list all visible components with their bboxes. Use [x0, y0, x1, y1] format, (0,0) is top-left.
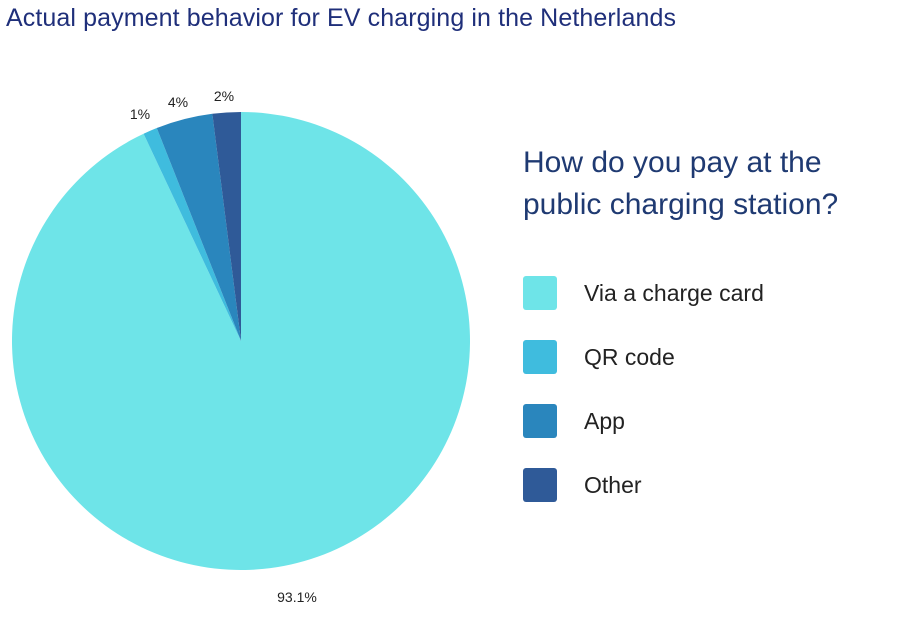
slice-label-qr-code: 1% — [130, 106, 150, 122]
legend-swatch-qr-code — [523, 340, 557, 374]
legend-swatch-charge-card — [523, 276, 557, 310]
slice-label-app: 4% — [168, 94, 188, 110]
legend-label-charge-card: Via a charge card — [584, 279, 764, 306]
pie-slice-qr-code — [143, 128, 241, 341]
pie-slice-app — [156, 113, 241, 342]
page-title: Actual payment behavior for EV charging … — [6, 4, 677, 32]
legend-label-qr-code: QR code — [584, 343, 675, 370]
legend-swatch-other — [523, 468, 557, 502]
slice-label-via-a-charge-card: 93.1% — [277, 589, 317, 605]
pie-slice-via-a-charge-card — [11, 112, 470, 570]
pie-slice-other — [212, 112, 241, 341]
legend-label-other: Other — [584, 471, 642, 498]
legend-item-other: Other — [523, 467, 642, 503]
pie-slices — [11, 112, 470, 570]
legend-item-charge-card: Via a charge card — [523, 275, 764, 311]
slice-label-other: 2% — [214, 88, 234, 104]
legend-label-app: App — [584, 407, 625, 434]
legend-title: How do you pay at the public charging st… — [523, 146, 839, 221]
legend-swatch-app — [523, 404, 557, 438]
pie-labels: 93.1% 1% 4% 2% — [130, 88, 317, 605]
legend-item-qr-code: QR code — [523, 339, 675, 375]
legend-item-app: App — [523, 403, 625, 439]
